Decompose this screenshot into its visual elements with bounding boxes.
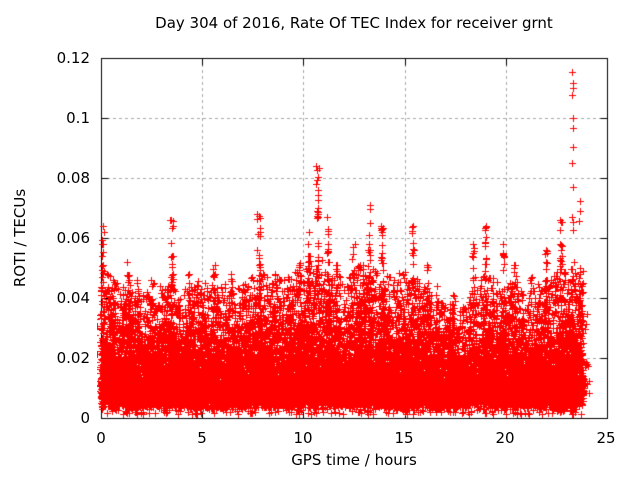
x-axis-label: GPS time / hours <box>291 451 417 469</box>
y-tick-label-012: 0.12 <box>56 49 90 67</box>
y-tick-label-004: 0.04 <box>56 289 90 307</box>
chart-title: Day 304 of 2016, Rate Of TEC Index for r… <box>155 14 553 32</box>
x-tick-label-20: 20 <box>495 429 515 447</box>
y-tick-label-008: 0.08 <box>56 169 90 187</box>
y-tick-label-01: 0.1 <box>66 109 90 127</box>
y-tick-label-002: 0.02 <box>56 349 90 367</box>
x-tick-label-10: 10 <box>293 429 313 447</box>
y-tick-label-006: 0.06 <box>56 229 90 247</box>
x-tick-label-0: 0 <box>96 429 106 447</box>
x-tick-label-5: 5 <box>197 429 207 447</box>
x-tick-label-25: 25 <box>596 429 616 447</box>
y-tick-label-0: 0 <box>80 409 90 427</box>
x-tick-label-15: 15 <box>394 429 414 447</box>
plot-area-canvas <box>97 54 611 422</box>
